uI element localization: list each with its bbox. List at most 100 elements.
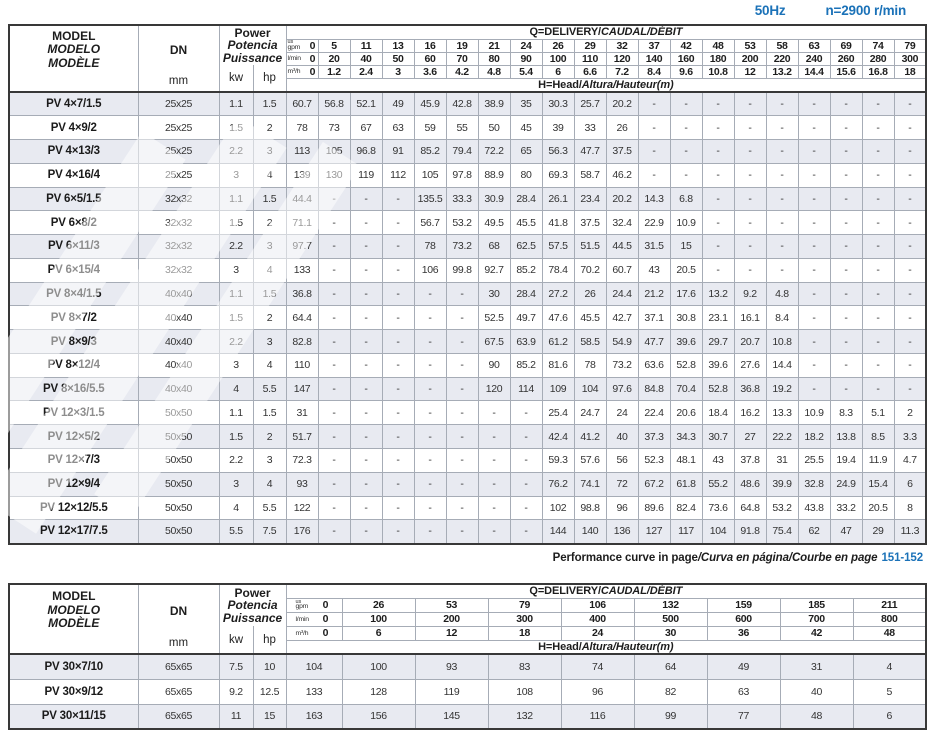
flow-value: 10.8: [701, 64, 735, 79]
model-cell: PV 6×5/1.5: [8, 186, 139, 212]
head-cell: 63.6: [637, 352, 671, 378]
head-cell: 5.1: [861, 400, 895, 426]
head-cell: 38.9: [477, 91, 511, 117]
head-cell: -: [765, 257, 799, 283]
dn-cell: 65x65: [137, 653, 220, 680]
note-text-en: Performance curve in page: [552, 552, 698, 564]
head-cell: 61.2: [541, 329, 575, 354]
head-cell: 51.5: [573, 234, 607, 259]
head-cell: 4.8: [765, 281, 799, 307]
head-cell: 6: [893, 471, 927, 497]
head-cell: 55.2: [701, 471, 735, 497]
head-cell: 47.7: [637, 329, 671, 354]
head-cell: -: [413, 376, 447, 402]
head-cell: -: [349, 376, 383, 402]
model-cell: PV 4×16/4: [8, 162, 139, 188]
flow-value: 160: [669, 51, 703, 66]
head-cell: -: [669, 162, 703, 188]
head-cell: 19.4: [829, 447, 863, 473]
head-cell: -: [893, 162, 927, 188]
head-cell: 128: [341, 678, 416, 705]
head-cell: -: [509, 471, 543, 497]
head-cell: -: [445, 471, 479, 497]
head-cell: -: [445, 281, 479, 307]
head-cell: 97.6: [605, 376, 639, 402]
head-cell: 41.8: [541, 210, 575, 236]
head-cell: 22.2: [765, 424, 799, 449]
dn-cell: 25x25: [137, 91, 220, 117]
head-cell: 71.1: [285, 210, 319, 236]
mm-label: mm: [168, 637, 189, 649]
head-cell: 31: [779, 653, 854, 680]
hp-cell: 3: [252, 139, 287, 164]
head-cell: 53.2: [445, 210, 479, 236]
hp-cell: 1.5: [252, 400, 287, 426]
head-cell: -: [317, 471, 351, 497]
flow-value: 36: [706, 625, 781, 641]
hp-cell: 1.5: [252, 281, 287, 307]
model-cell: PV 30×7/10: [8, 653, 139, 680]
kw-cell: 2.2: [218, 447, 254, 473]
head-cell: 67.2: [637, 471, 671, 497]
hp-cell: 4: [252, 257, 287, 283]
head-cell: -: [829, 376, 863, 402]
head-cell: -: [477, 519, 511, 545]
head-cell: -: [733, 234, 767, 259]
head-cell: -: [829, 91, 863, 117]
head-cell: 78: [285, 115, 319, 141]
model-cell: PV 12×7/3: [8, 447, 139, 473]
head-cell: -: [765, 139, 799, 164]
flow-value: 3: [381, 64, 415, 79]
head-cell: 21.2: [637, 281, 671, 307]
head-cell: 104: [285, 653, 343, 680]
flow-value: 500: [633, 611, 708, 627]
head-cell: -: [829, 210, 863, 236]
head-cell: -: [381, 495, 415, 521]
head-cell: 61.8: [669, 471, 703, 497]
flow-value: 106: [560, 597, 635, 613]
flow-value: 700: [779, 611, 854, 627]
kw-cell: 1.5: [218, 115, 254, 141]
head-cell: 74.1: [573, 471, 607, 497]
head-cell: -: [381, 210, 415, 236]
head-cell: 52.5: [477, 305, 511, 331]
head-cell: 127: [637, 519, 671, 545]
head-cell: 11.3: [893, 519, 927, 545]
head-cell: 27.6: [733, 352, 767, 378]
head-cell: -: [829, 115, 863, 141]
head-cell: -: [317, 447, 351, 473]
head-cell: 23.1: [701, 305, 735, 331]
head-cell: 78: [413, 234, 447, 259]
hp-cell: 4: [252, 471, 287, 497]
head-cell: 13.2: [701, 281, 735, 307]
head-cell: -: [381, 471, 415, 497]
flow-value: 26: [541, 38, 575, 53]
flow-value: 48: [852, 625, 927, 641]
head-cell: -: [349, 281, 383, 307]
head-cell: 43: [637, 257, 671, 283]
head-cell: 81.6: [541, 352, 575, 378]
head-cell: 58.5: [573, 329, 607, 354]
head-cell: 76.2: [541, 471, 575, 497]
dn-cell: 65x65: [137, 703, 220, 730]
head-cell: 57.6: [573, 447, 607, 473]
head-cell: -: [797, 281, 831, 307]
head-cell: -: [317, 352, 351, 378]
flow-value: 180: [701, 51, 735, 66]
head-cell: -: [445, 495, 479, 521]
kw-header: kw: [218, 626, 254, 655]
head-cell: 73.6: [701, 495, 735, 521]
head-cell: -: [733, 115, 767, 141]
flow-value: 3.6: [413, 64, 447, 79]
model-cell: PV 4×7/1.5: [8, 91, 139, 117]
head-cell: -: [381, 376, 415, 402]
flow-value: 16.8: [861, 64, 895, 79]
model-cell: PV 30×11/15: [8, 703, 139, 730]
head-cell: -: [797, 186, 831, 212]
dn-cell: 25x25: [137, 115, 220, 141]
model-cell: PV 4×9/2: [8, 115, 139, 141]
head-cell: 82: [633, 678, 708, 705]
head-cell: -: [413, 495, 447, 521]
head-cell: -: [381, 519, 415, 545]
head-cell: 63: [706, 678, 781, 705]
